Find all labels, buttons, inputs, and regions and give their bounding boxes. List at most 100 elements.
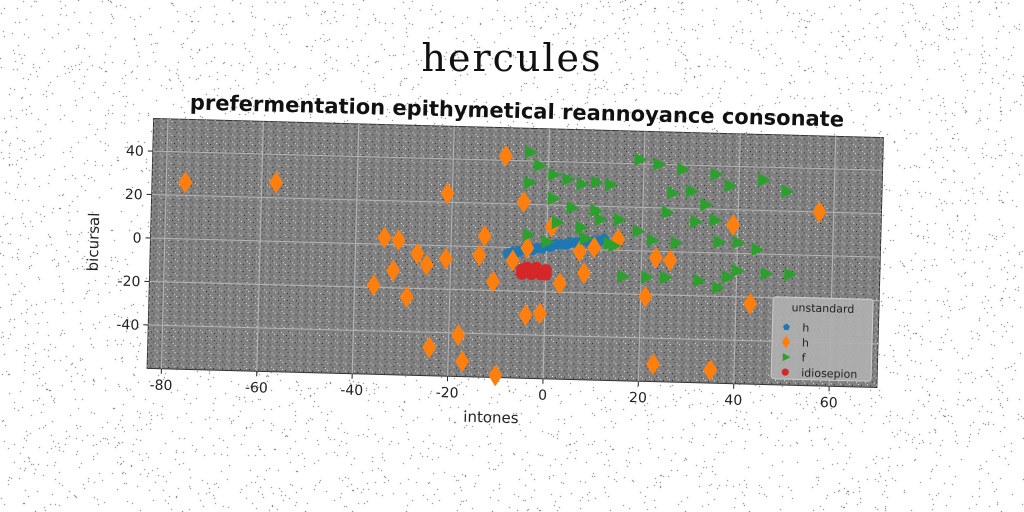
data-point bbox=[440, 182, 455, 205]
legend-title: unstandard bbox=[791, 301, 854, 316]
grid-line-x bbox=[733, 133, 741, 384]
data-point bbox=[505, 249, 520, 272]
data-point bbox=[661, 205, 675, 220]
data-point bbox=[677, 162, 691, 176]
data-point bbox=[638, 285, 653, 308]
x-tick-label: 60 bbox=[820, 395, 838, 411]
data-point bbox=[566, 200, 580, 215]
data-point bbox=[451, 324, 466, 347]
y-tick-label: 20 bbox=[125, 187, 143, 203]
data-point bbox=[522, 227, 536, 242]
legend-label: idiosepion bbox=[801, 367, 857, 381]
data-point bbox=[562, 172, 576, 187]
data-point bbox=[648, 246, 663, 269]
data-point bbox=[532, 302, 547, 325]
data-point bbox=[472, 244, 487, 267]
data-point bbox=[760, 266, 774, 281]
legend-marker bbox=[782, 352, 791, 362]
data-point bbox=[547, 191, 561, 206]
grid-line-x bbox=[351, 123, 360, 374]
data-point bbox=[670, 236, 684, 250]
data-point bbox=[520, 236, 535, 259]
data-point bbox=[722, 270, 736, 284]
data-point bbox=[646, 233, 660, 247]
data-point bbox=[726, 214, 741, 236]
data-point bbox=[520, 261, 533, 274]
series-2 bbox=[522, 145, 798, 295]
data-point bbox=[518, 304, 533, 327]
data-point bbox=[486, 270, 501, 293]
legend-label: h bbox=[802, 322, 809, 335]
grid-line-y bbox=[150, 237, 881, 258]
data-point bbox=[498, 144, 513, 167]
y-axis-label: bicursal bbox=[84, 212, 104, 271]
data-point bbox=[551, 215, 565, 230]
grid-line-y bbox=[152, 150, 883, 171]
series-3 bbox=[515, 261, 552, 281]
data-point bbox=[548, 167, 562, 182]
data-point bbox=[594, 212, 608, 227]
data-point bbox=[386, 259, 401, 282]
legend-marker bbox=[781, 335, 791, 349]
data-point bbox=[477, 224, 492, 247]
data-point bbox=[579, 231, 593, 246]
data-point bbox=[700, 197, 714, 212]
data-point bbox=[269, 171, 284, 194]
grid-lines bbox=[148, 118, 883, 387]
figure-suptitle: hercules bbox=[421, 36, 603, 80]
data-point bbox=[555, 238, 567, 250]
data-point bbox=[712, 280, 726, 295]
data-point bbox=[613, 212, 627, 227]
y-tick-label: 0 bbox=[132, 231, 141, 247]
data-point bbox=[731, 263, 745, 278]
x-axis-label: intones bbox=[463, 408, 519, 427]
data-point bbox=[605, 177, 619, 192]
data-point bbox=[781, 184, 795, 199]
data-point bbox=[576, 177, 590, 191]
series-1 bbox=[178, 144, 827, 387]
y-tick-label: -20 bbox=[117, 274, 140, 291]
legend-label: f bbox=[801, 352, 806, 365]
data-point bbox=[410, 242, 425, 265]
data-point bbox=[564, 236, 577, 248]
data-point bbox=[524, 175, 538, 190]
data-point bbox=[539, 268, 552, 281]
data-point bbox=[693, 273, 707, 288]
data-point bbox=[653, 157, 667, 172]
axis-ticks: -80 -60 -40 -20 0 20 40 60 -40 -20 0 20 40 bbox=[116, 143, 838, 411]
data-point bbox=[455, 350, 470, 373]
x-tick-label: 20 bbox=[629, 390, 647, 406]
legend-marker bbox=[781, 368, 789, 376]
data-point bbox=[488, 364, 503, 387]
data-point bbox=[666, 186, 680, 200]
data-point bbox=[659, 270, 673, 285]
data-point bbox=[524, 145, 538, 159]
data-point bbox=[377, 226, 392, 249]
legend-label: h bbox=[802, 337, 809, 350]
legend-marker bbox=[783, 323, 790, 331]
data-point bbox=[576, 262, 591, 285]
data-point bbox=[709, 213, 723, 227]
data-point bbox=[632, 224, 646, 238]
data-point bbox=[784, 267, 798, 281]
data-point bbox=[575, 220, 589, 235]
data-point bbox=[608, 238, 622, 253]
x-tick-label: -40 bbox=[340, 382, 363, 399]
data-point bbox=[552, 272, 567, 295]
data-point bbox=[516, 191, 531, 214]
grid-line-x bbox=[447, 126, 455, 377]
x-tick-label: 40 bbox=[724, 393, 742, 409]
data-point bbox=[617, 269, 631, 284]
data-point bbox=[812, 201, 827, 224]
data-point bbox=[751, 242, 765, 257]
data-point bbox=[646, 353, 661, 376]
data-point bbox=[634, 152, 648, 167]
data-point bbox=[743, 292, 758, 315]
grid-line-x bbox=[637, 131, 646, 382]
data-point bbox=[757, 173, 771, 187]
y-tick-label: 40 bbox=[126, 143, 144, 159]
grid-line-x bbox=[256, 121, 264, 372]
